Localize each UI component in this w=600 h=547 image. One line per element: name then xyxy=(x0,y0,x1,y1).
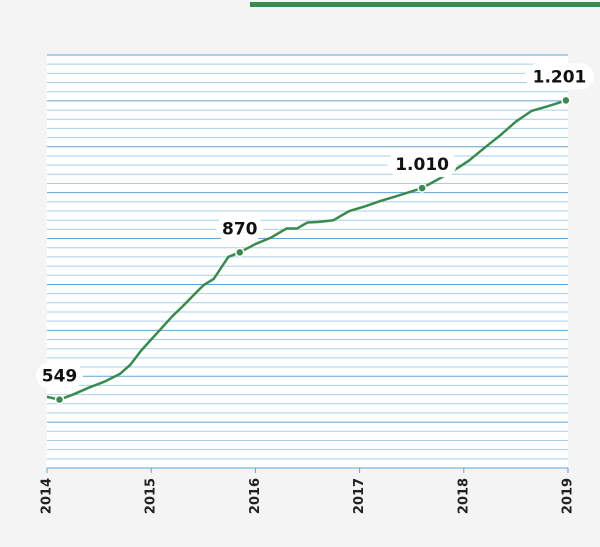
point xyxy=(561,95,571,106)
x-tick-label: 2018 xyxy=(456,478,471,514)
x-tick-label: 2019 xyxy=(561,478,576,514)
point xyxy=(417,183,427,193)
label-box xyxy=(387,151,457,178)
point xyxy=(54,394,65,405)
top-accent xyxy=(250,2,600,7)
label-box xyxy=(525,63,594,90)
plot-area xyxy=(47,55,568,468)
x-tick-label: 2014 xyxy=(40,478,55,514)
data-label: 549 xyxy=(42,367,78,387)
line xyxy=(46,99,567,401)
x-tick-label: 2015 xyxy=(144,478,159,514)
x-tick-label: 2017 xyxy=(352,478,367,514)
data-label: 1.201 xyxy=(533,67,587,87)
data-label: 1.010 xyxy=(395,155,449,175)
data-label: 870 xyxy=(222,219,258,239)
label-box xyxy=(36,362,84,389)
label-box xyxy=(216,215,264,242)
x-tick-label: 2016 xyxy=(248,478,263,514)
point xyxy=(235,247,245,258)
